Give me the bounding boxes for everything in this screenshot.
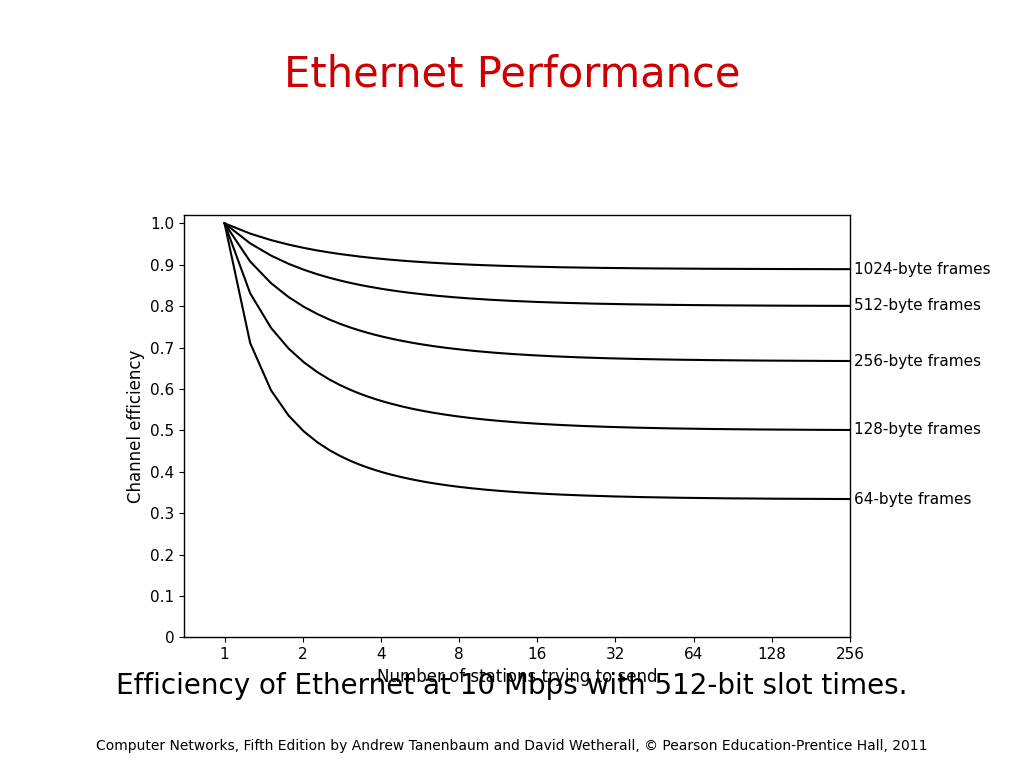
Text: Efficiency of Ethernet at 10 Mbps with 512-bit slot times.: Efficiency of Ethernet at 10 Mbps with 5… [117,672,907,700]
Text: Computer Networks, Fifth Edition by Andrew Tanenbaum and David Wetherall, © Pear: Computer Networks, Fifth Edition by Andr… [96,739,928,753]
Text: Ethernet Performance: Ethernet Performance [284,54,740,96]
Text: 512-byte frames: 512-byte frames [854,299,981,313]
Text: 128-byte frames: 128-byte frames [854,422,981,438]
X-axis label: Number of stations trying to send: Number of stations trying to send [377,667,657,686]
Text: 256-byte frames: 256-byte frames [854,353,981,369]
Text: 1024-byte frames: 1024-byte frames [854,262,990,276]
Text: 64-byte frames: 64-byte frames [854,492,972,507]
Y-axis label: Channel efficiency: Channel efficiency [127,349,144,503]
